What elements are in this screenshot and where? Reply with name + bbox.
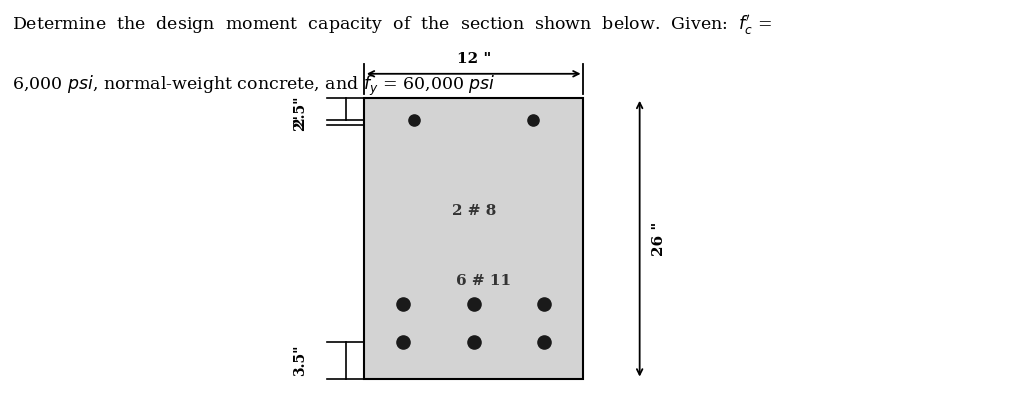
Point [466,338,482,345]
Text: 6,000 $psi$, normal-weight concrete, and $f_y$ = 60,000 $psi$: 6,000 $psi$, normal-weight concrete, and… [11,74,496,98]
Point [407,116,423,123]
Text: 3.5": 3.5" [293,345,306,376]
Point [536,338,552,345]
Text: 2": 2" [293,114,306,131]
Bar [364,98,584,379]
Point [524,116,541,123]
Text: 2.5": 2.5" [293,96,306,127]
Text: Determine  the  design  moment  capacity  of  the  section  shown  below.  Given: Determine the design moment capacity of … [11,13,772,37]
Text: 2 # 8: 2 # 8 [452,204,496,217]
Text: 26 ": 26 " [652,222,666,256]
Point [536,301,552,307]
Point [395,338,412,345]
Text: 6 # 11: 6 # 11 [457,274,511,288]
Point [466,301,482,307]
Point [395,301,412,307]
Text: 12 ": 12 " [457,52,490,66]
